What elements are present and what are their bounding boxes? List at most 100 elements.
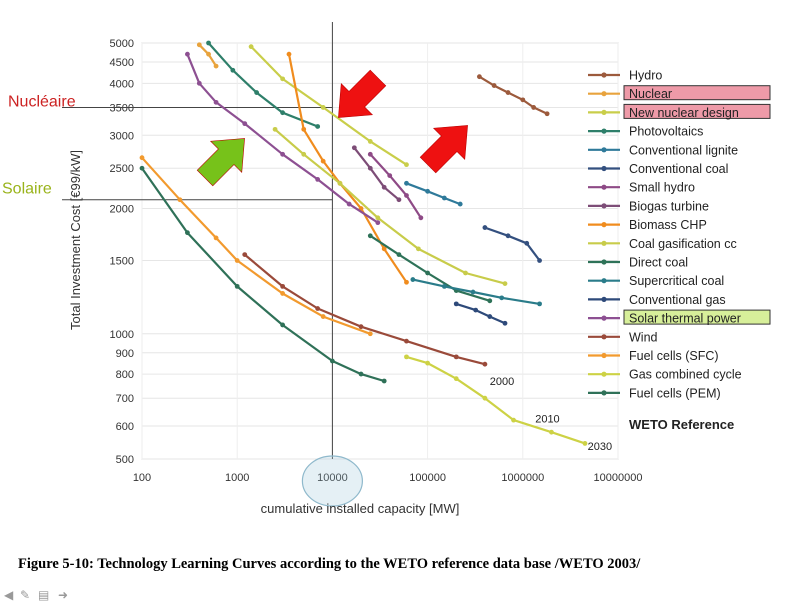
data-point — [320, 314, 326, 319]
x-tick-label: 100 — [133, 472, 151, 484]
y-tick-label: 2000 — [110, 204, 134, 216]
data-point — [254, 90, 260, 95]
data-point — [213, 63, 219, 69]
slide-control-bar — [0, 586, 800, 608]
series-small-hydro — [367, 151, 424, 221]
y-tick-label: 4000 — [110, 78, 134, 90]
data-point — [425, 188, 430, 194]
arrow-shape — [196, 138, 245, 187]
legend-label: Biogas turbine — [629, 199, 709, 213]
data-point — [301, 126, 307, 132]
arrow-right-icon[interactable]: ➜ — [58, 588, 69, 602]
data-point — [404, 162, 409, 168]
legend-marker — [601, 352, 607, 359]
x-tick-label: 10000 — [317, 472, 348, 484]
green-arrow-up-right — [196, 138, 245, 187]
legend-marker — [601, 165, 607, 172]
legend-label: Conventional lignite — [629, 143, 738, 157]
series-line — [141, 156, 371, 335]
data-point — [404, 338, 409, 344]
data-point — [320, 158, 326, 164]
legend-item: New nuclear design — [588, 103, 771, 120]
data-point — [280, 283, 286, 289]
data-point — [280, 151, 286, 157]
data-point — [337, 180, 343, 186]
red-arrow-up-right — [419, 125, 468, 174]
data-point — [330, 358, 335, 364]
data-point — [502, 281, 508, 287]
series-line — [412, 278, 540, 305]
series-line — [455, 302, 506, 325]
data-point — [482, 361, 488, 367]
data-point — [425, 270, 430, 276]
x-tick-label: 1000 — [225, 472, 249, 484]
legend-label: Fuel cells (SFC) — [629, 349, 719, 363]
data-point — [425, 360, 430, 366]
y-tick-label: 900 — [116, 348, 134, 360]
legend-label: Coal gasification cc — [629, 237, 737, 251]
plot-frame — [141, 42, 619, 460]
data-point — [549, 429, 554, 435]
data-point — [358, 324, 364, 330]
legend-marker — [601, 296, 607, 302]
data-point — [487, 314, 493, 319]
x-tick-label: 1000000 — [501, 472, 544, 484]
menu-icon[interactable]: ▤ — [38, 588, 50, 602]
series-line — [406, 355, 586, 445]
data-point — [473, 307, 479, 313]
legend-marker — [601, 222, 607, 228]
legend-item: Conventional gas — [588, 293, 726, 307]
legend-marker — [601, 128, 607, 134]
arrow-left-icon[interactable]: ◀ — [4, 588, 14, 602]
series-photovoltaics — [206, 40, 321, 129]
data-point — [346, 201, 352, 207]
legend: Hydro Nuclear New nuclear design Photovolta… — [588, 69, 771, 432]
legend-item: Direct coal — [588, 256, 688, 270]
reference-lines — [62, 22, 333, 459]
data-point — [418, 215, 424, 221]
series-conventional-gas — [453, 301, 508, 326]
legend-item: Nuclear — [588, 85, 771, 101]
y-tick-label: 3500 — [110, 102, 134, 114]
data-point — [315, 177, 321, 182]
data-point — [234, 258, 240, 263]
data-point — [582, 441, 588, 446]
series-solar-thermal-power — [185, 51, 381, 226]
x-axis-label: cumulative installed capacity [MW] — [261, 501, 460, 516]
data-point — [505, 233, 511, 239]
legend-label: Gas combined cycle — [629, 368, 742, 382]
data-point — [453, 301, 459, 307]
data-point — [196, 42, 202, 48]
data-point — [482, 395, 488, 401]
legend-label: Wind — [629, 330, 658, 344]
data-point — [185, 230, 190, 236]
annotations-layer: Nucléaire Solaire — [2, 69, 468, 507]
series-hydro — [476, 74, 550, 117]
data-point — [280, 110, 286, 116]
data-point — [230, 67, 236, 73]
legend-item: Hydro — [588, 69, 662, 83]
data-point — [502, 320, 508, 326]
data-point — [367, 165, 373, 171]
series-line — [406, 182, 461, 206]
data-point — [470, 289, 476, 295]
series-line — [186, 53, 379, 224]
data-point — [463, 270, 468, 276]
legend-highlight-box — [623, 85, 771, 101]
data-point — [320, 105, 326, 110]
series-nuclear — [196, 42, 219, 69]
series-layer — [139, 40, 588, 446]
data-point — [367, 233, 373, 239]
data-point — [404, 180, 409, 186]
legend-label: Fuel cells (PEM) — [629, 386, 721, 400]
legend-item: Coal gasification cc — [588, 237, 737, 251]
data-point — [248, 44, 254, 50]
pen-icon[interactable]: ✎ — [20, 588, 31, 602]
y-tick-label: 700 — [116, 393, 134, 405]
data-point — [381, 378, 387, 384]
data-point — [301, 151, 307, 157]
series-biogas-turbine — [351, 145, 402, 203]
legend-marker — [601, 259, 607, 265]
data-point — [177, 197, 183, 203]
data-point — [476, 74, 482, 80]
